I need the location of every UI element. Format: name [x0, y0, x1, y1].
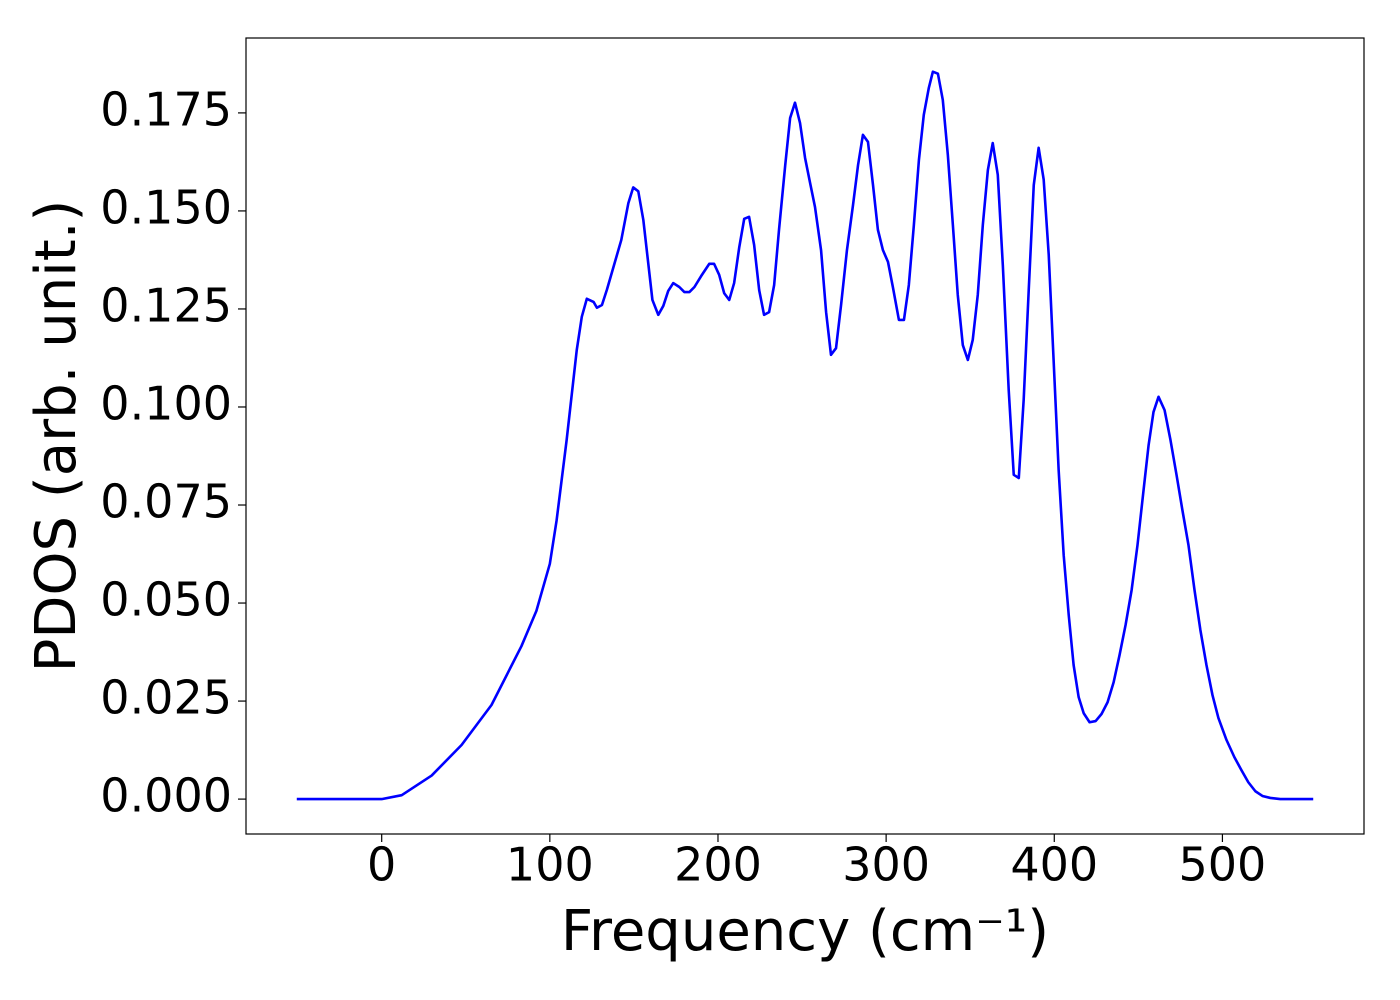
x-tick-label: 300	[842, 838, 930, 892]
y-tick-label: 0.150	[100, 180, 232, 234]
y-axis-label: PDOS (arb. unit.)	[24, 200, 89, 673]
x-tick-label: 0	[367, 838, 396, 892]
y-tick-label: 0.025	[100, 671, 232, 725]
x-axis-label: Frequency (cm⁻¹)	[561, 899, 1049, 964]
y-tick-label: 0.075	[100, 475, 232, 529]
x-tick-label: 500	[1179, 838, 1267, 892]
x-tick-label: 200	[674, 838, 762, 892]
x-tick-label: 100	[506, 838, 594, 892]
x-tick-label: 400	[1010, 838, 1098, 892]
y-tick-label: 0.050	[100, 573, 232, 627]
y-tick-label: 0.000	[100, 769, 232, 823]
data-line	[296, 70, 1314, 801]
plot-frame	[245, 37, 1365, 835]
y-tick-label: 0.125	[100, 278, 232, 332]
y-tick-label: 0.100	[100, 376, 232, 430]
y-tick-label: 0.175	[100, 82, 232, 136]
